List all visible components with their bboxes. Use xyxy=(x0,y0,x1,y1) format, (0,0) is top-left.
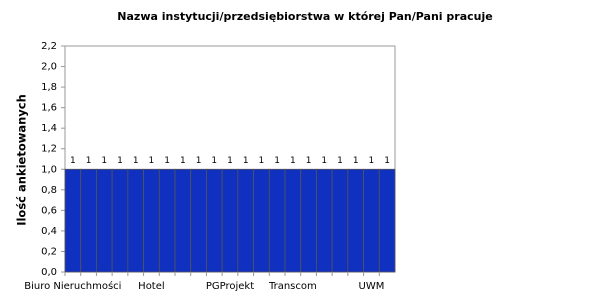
bar xyxy=(96,168,113,273)
x-tick-label: PGProjekt xyxy=(206,281,254,292)
bar xyxy=(316,168,333,273)
y-tick-label: 0,2 xyxy=(41,246,57,257)
data-label: 1 xyxy=(164,156,170,166)
x-tick-label: Biuro Nieruchmości xyxy=(24,280,121,292)
data-label: 1 xyxy=(290,156,296,166)
bar xyxy=(221,168,239,273)
y-tick-label: 0,6 xyxy=(41,205,57,216)
bar xyxy=(111,168,129,273)
x-tick-label: UWM xyxy=(359,281,385,292)
bar xyxy=(206,168,223,273)
bar xyxy=(378,168,396,273)
y-tick-label: 0,4 xyxy=(41,226,57,237)
bar xyxy=(143,168,160,273)
bar xyxy=(347,168,364,273)
bar xyxy=(253,168,270,273)
data-label: 1 xyxy=(321,156,327,166)
data-label: 1 xyxy=(149,156,155,166)
bar xyxy=(190,168,207,273)
data-label: 1 xyxy=(384,156,390,166)
bar xyxy=(331,168,349,273)
y-tick-label: 2,0 xyxy=(41,62,57,73)
y-tick-label: 1,8 xyxy=(41,82,57,93)
data-label: 1 xyxy=(259,156,265,166)
data-label: 1 xyxy=(211,156,217,166)
chart-title: Nazwa instytucji/przedsiębiorstwa w któr… xyxy=(117,10,492,23)
data-label: 1 xyxy=(306,156,312,166)
data-label: 1 xyxy=(274,156,280,166)
bar xyxy=(237,168,254,273)
bar xyxy=(127,168,144,273)
y-tick-label: 0,8 xyxy=(41,185,57,196)
data-label: 1 xyxy=(243,156,249,166)
y-tick-label: 2,2 xyxy=(41,41,57,52)
y-tick-label: 1,2 xyxy=(41,144,57,155)
x-tick-label: Hotel xyxy=(138,281,165,292)
data-label: 1 xyxy=(117,156,123,166)
bar xyxy=(64,168,82,273)
y-axis-label: Ilość ankietowanych xyxy=(15,94,29,226)
y-tick-label: 1,6 xyxy=(41,103,57,114)
bar xyxy=(284,168,302,273)
data-label: 1 xyxy=(196,156,202,166)
bar xyxy=(80,168,97,273)
data-label: 1 xyxy=(180,156,186,166)
data-label: 1 xyxy=(86,156,92,166)
bar xyxy=(363,168,380,273)
data-label: 1 xyxy=(101,156,107,166)
data-label: 1 xyxy=(70,156,76,166)
x-tick-label: Transcom xyxy=(268,281,317,292)
data-label: 1 xyxy=(133,156,139,166)
data-label: 1 xyxy=(353,156,359,166)
data-label: 1 xyxy=(337,156,343,166)
data-label: 1 xyxy=(227,156,233,166)
y-tick-label: 0,0 xyxy=(41,267,57,278)
y-tick-label: 1,4 xyxy=(41,123,57,134)
bar xyxy=(174,168,192,273)
bar xyxy=(158,168,176,273)
bar xyxy=(300,168,317,273)
data-label: 1 xyxy=(369,156,375,166)
bar xyxy=(268,168,286,273)
y-tick-label: 1,0 xyxy=(41,164,57,175)
